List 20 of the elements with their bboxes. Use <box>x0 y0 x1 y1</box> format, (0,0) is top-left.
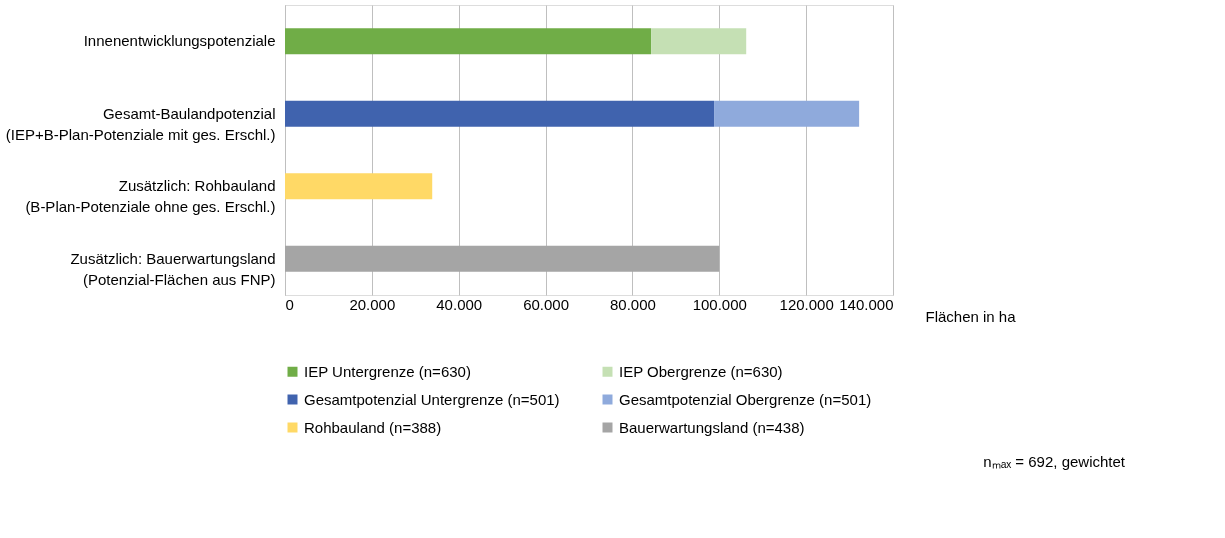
x-axis-title: Flächen in ha <box>925 307 1017 325</box>
x-tick-label: 80.000 <box>609 295 656 313</box>
x-tick-label: 20.000 <box>349 295 396 313</box>
legend-label: Gesamtpotenzial Obergrenze (n=501) <box>619 390 872 408</box>
x-tick-label: 120.000 <box>779 295 834 313</box>
x-tick-label: 0 <box>285 295 294 313</box>
legend-label: Rohbauland (n=388) <box>304 418 442 436</box>
x-tick-label: 60.000 <box>523 295 570 313</box>
x-tick-label: 100.000 <box>692 295 747 313</box>
y-tick-label: Zusätzlich: Rohbauland (B-Plan-Potenziale ohne ges. Erschl.) <box>25 177 276 216</box>
text: nₘₐₓ = 692, gewichtet <box>983 453 1126 470</box>
legend-label: Gesamtpotenzial Untergrenze (n=501) <box>304 390 560 408</box>
legend-label: IEP Obergrenze (n=630) <box>619 362 783 380</box>
x-tick-label: 40.000 <box>436 295 483 313</box>
legend-label: Bauerwartungsland (n=438) <box>619 418 805 436</box>
y-tick-label: Innenentwicklungspotenziale <box>83 32 276 50</box>
y-tick-label: Gesamt-Baulandpotenzial (IEP+B-Plan-Potenziale mit ges. Erschl.) <box>5 104 276 143</box>
x-tick-label: 140.000 <box>839 295 894 313</box>
y-tick-label: Zusätzlich: Bauerwartungsland (Potenzial-Flächen aus FNP) <box>70 249 276 288</box>
legend-label: IEP Untergrenze (n=630) <box>304 362 471 380</box>
